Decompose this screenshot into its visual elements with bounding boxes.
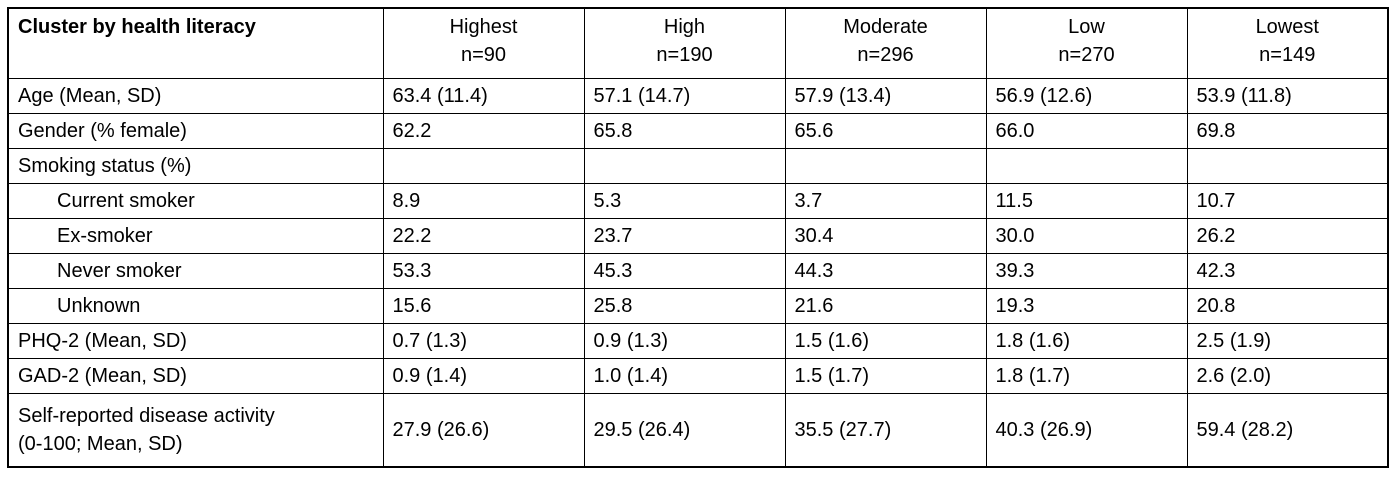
value-cell: 1.5 (1.7) xyxy=(784,357,987,394)
column-header-moderate: Moderate n=296 xyxy=(784,7,987,79)
table-row-gender: Gender (% female) 62.2 65.8 65.6 66.0 69… xyxy=(7,112,1389,149)
value-cell: 19.3 xyxy=(985,287,1188,324)
value-cell: 26.2 xyxy=(1186,217,1389,254)
table-row-never-smoker: Never smoker 53.3 45.3 44.3 39.3 42.3 xyxy=(7,252,1389,289)
table-row-gad2: GAD-2 (Mean, SD) 0.9 (1.4) 1.0 (1.4) 1.5… xyxy=(7,357,1389,394)
value-cell: 69.8 xyxy=(1186,112,1389,149)
column-header-lowest: Lowest n=149 xyxy=(1186,7,1389,79)
row-label: GAD-2 (Mean, SD) xyxy=(7,357,384,394)
column-name: Lowest xyxy=(1255,16,1319,38)
value-cell: 22.2 xyxy=(382,217,585,254)
value-cell: 1.8 (1.7) xyxy=(985,357,1188,394)
row-label: PHQ-2 (Mean, SD) xyxy=(7,322,384,359)
value-cell: 1.5 (1.6) xyxy=(784,322,987,359)
value-cell: 40.3 (26.9) xyxy=(985,392,1188,468)
table-row-smoking-status: Smoking status (%) xyxy=(7,147,1389,184)
value-cell: 1.8 (1.6) xyxy=(985,322,1188,359)
row-label: Unknown xyxy=(7,287,384,324)
column-name: Low xyxy=(1068,16,1105,38)
value-cell: 20.8 xyxy=(1186,287,1389,324)
column-header-high: High n=190 xyxy=(583,7,786,79)
table-row-disease-activity: Self-reported disease activity (0-100; M… xyxy=(7,392,1389,468)
column-header-highest: Highest n=90 xyxy=(382,7,585,79)
table-row-phq2: PHQ-2 (Mean, SD) 0.7 (1.3) 0.9 (1.3) 1.5… xyxy=(7,322,1389,359)
row-label: Never smoker xyxy=(7,252,384,289)
value-cell: 62.2 xyxy=(382,112,585,149)
value-cell: 57.1 (14.7) xyxy=(583,77,786,114)
value-cell: 59.4 (28.2) xyxy=(1186,392,1389,468)
row-label: Smoking status (%) xyxy=(7,147,384,184)
column-n: n=296 xyxy=(857,44,914,66)
row-label: Gender (% female) xyxy=(7,112,384,149)
column-n: n=90 xyxy=(460,44,507,66)
value-cell: 10.7 xyxy=(1186,182,1389,219)
value-cell: 8.9 xyxy=(382,182,585,219)
value-cell: 30.0 xyxy=(985,217,1188,254)
row-label: Ex-smoker xyxy=(7,217,384,254)
column-name: High xyxy=(663,16,706,38)
value-cell: 53.3 xyxy=(382,252,585,289)
value-cell: 35.5 (27.7) xyxy=(784,392,987,468)
table-row-age: Age (Mean, SD) 63.4 (11.4) 57.1 (14.7) 5… xyxy=(7,77,1389,114)
value-cell: 53.9 (11.8) xyxy=(1186,77,1389,114)
value-cell: 23.7 xyxy=(583,217,786,254)
column-name: Highest xyxy=(449,16,518,38)
value-cell: 29.5 (26.4) xyxy=(583,392,786,468)
column-n: n=190 xyxy=(656,44,713,66)
column-n: n=270 xyxy=(1058,44,1115,66)
row-label: Age (Mean, SD) xyxy=(7,77,384,114)
value-cell xyxy=(382,147,585,184)
row-label: Current smoker xyxy=(7,182,384,219)
row-label: Self-reported disease activity (0-100; M… xyxy=(7,392,384,468)
value-cell: 39.3 xyxy=(985,252,1188,289)
value-cell: 25.8 xyxy=(583,287,786,324)
table-row-unknown-smoker: Unknown 15.6 25.8 21.6 19.3 20.8 xyxy=(7,287,1389,324)
value-cell: 30.4 xyxy=(784,217,987,254)
value-cell: 0.9 (1.4) xyxy=(382,357,585,394)
table-title: Cluster by health literacy xyxy=(7,7,384,79)
health-literacy-table: Cluster by health literacy Highest n=90 … xyxy=(7,7,1389,468)
table-row-ex-smoker: Ex-smoker 22.2 23.7 30.4 30.0 26.2 xyxy=(7,217,1389,254)
value-cell xyxy=(1186,147,1389,184)
value-cell: 56.9 (12.6) xyxy=(985,77,1188,114)
value-cell xyxy=(985,147,1188,184)
value-cell: 63.4 (11.4) xyxy=(382,77,585,114)
value-cell: 5.3 xyxy=(583,182,786,219)
value-cell: 57.9 (13.4) xyxy=(784,77,987,114)
value-cell: 3.7 xyxy=(784,182,987,219)
value-cell: 0.7 (1.3) xyxy=(382,322,585,359)
value-cell: 21.6 xyxy=(784,287,987,324)
value-cell: 45.3 xyxy=(583,252,786,289)
value-cell: 65.6 xyxy=(784,112,987,149)
value-cell: 42.3 xyxy=(1186,252,1389,289)
value-cell: 66.0 xyxy=(985,112,1188,149)
value-cell: 1.0 (1.4) xyxy=(583,357,786,394)
value-cell xyxy=(583,147,786,184)
value-cell: 11.5 xyxy=(985,182,1188,219)
column-header-low: Low n=270 xyxy=(985,7,1188,79)
table-row-current-smoker: Current smoker 8.9 5.3 3.7 11.5 10.7 xyxy=(7,182,1389,219)
column-name: Moderate xyxy=(843,16,928,38)
value-cell xyxy=(784,147,987,184)
value-cell: 2.6 (2.0) xyxy=(1186,357,1389,394)
column-n: n=149 xyxy=(1259,44,1316,66)
value-cell: 27.9 (26.6) xyxy=(382,392,585,468)
value-cell: 44.3 xyxy=(784,252,987,289)
value-cell: 15.6 xyxy=(382,287,585,324)
value-cell: 65.8 xyxy=(583,112,786,149)
value-cell: 2.5 (1.9) xyxy=(1186,322,1389,359)
value-cell: 0.9 (1.3) xyxy=(583,322,786,359)
header-row: Cluster by health literacy Highest n=90 … xyxy=(7,7,1389,79)
